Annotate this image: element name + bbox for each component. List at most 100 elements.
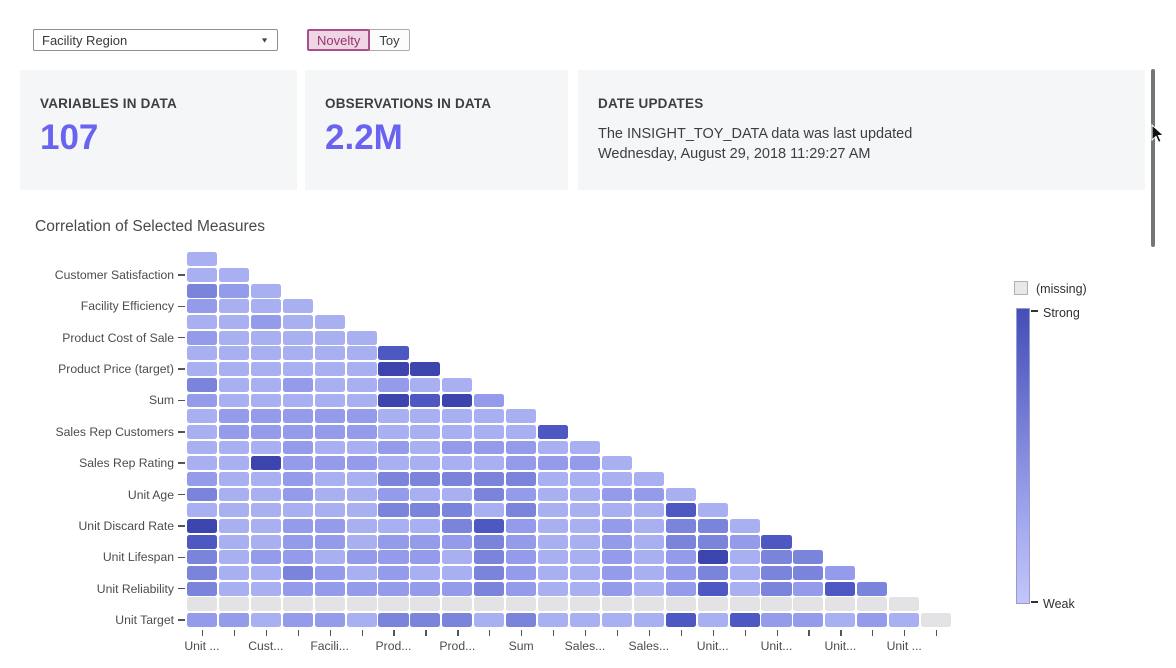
heatmap-cell[interactable] [729, 581, 760, 596]
heatmap-cell[interactable] [410, 471, 441, 486]
heatmap-cell[interactable] [186, 252, 217, 267]
heatmap-cell[interactable] [506, 566, 537, 580]
vertical-scrollbar-thumb[interactable] [1151, 69, 1155, 247]
heatmap-cell[interactable] [282, 440, 313, 455]
heatmap-cell[interactable] [346, 503, 377, 518]
heatmap-cell[interactable] [569, 581, 601, 596]
heatmap-cell[interactable] [346, 440, 377, 455]
heatmap-cell[interactable] [314, 518, 345, 533]
heatmap-cell[interactable] [506, 613, 537, 627]
heatmap-cell[interactable] [186, 377, 217, 392]
heatmap-cell[interactable] [442, 534, 473, 549]
heatmap-cell[interactable] [282, 503, 313, 518]
heatmap-cell[interactable] [825, 566, 856, 580]
heatmap-cell[interactable] [314, 362, 345, 377]
heatmap-cell[interactable] [601, 613, 632, 627]
heatmap-cell[interactable] [538, 534, 569, 549]
heatmap-cell[interactable] [761, 597, 792, 612]
heatmap-cell[interactable] [410, 487, 441, 502]
heatmap-cell[interactable] [538, 424, 569, 439]
heatmap-cell[interactable] [410, 424, 441, 439]
heatmap-cell[interactable] [601, 503, 632, 518]
heatmap-cell[interactable] [442, 440, 473, 455]
heatmap-cell[interactable] [186, 330, 217, 345]
heatmap-cell[interactable] [793, 613, 824, 627]
heatmap-cell[interactable] [857, 597, 888, 612]
heatmap-cell[interactable] [250, 518, 281, 533]
heatmap-cell[interactable] [569, 487, 601, 502]
heatmap-cell[interactable] [729, 566, 760, 580]
heatmap-cell[interactable] [410, 613, 441, 627]
heatmap-cell[interactable] [186, 315, 217, 329]
heatmap-cell[interactable] [218, 613, 249, 627]
heatmap-cell[interactable] [410, 597, 441, 612]
heatmap-cell[interactable] [186, 268, 217, 282]
heatmap-cell[interactable] [378, 581, 409, 596]
heatmap-cell[interactable] [410, 440, 441, 455]
heatmap-cell[interactable] [378, 440, 409, 455]
heatmap-cell[interactable] [410, 534, 441, 549]
heatmap-cell[interactable] [282, 581, 313, 596]
heatmap-cell[interactable] [218, 377, 249, 392]
heatmap-cell[interactable] [378, 362, 409, 377]
heatmap-cell[interactable] [250, 487, 281, 502]
heatmap-cell[interactable] [378, 534, 409, 549]
heatmap-cell[interactable] [442, 377, 473, 392]
heatmap-cell[interactable] [633, 550, 664, 565]
heatmap-cell[interactable] [250, 440, 281, 455]
heatmap-cell[interactable] [697, 597, 728, 612]
heatmap-cell[interactable] [282, 566, 313, 580]
heatmap-cell[interactable] [889, 613, 920, 627]
heatmap-cell[interactable] [186, 581, 217, 596]
heatmap-cell[interactable] [378, 503, 409, 518]
heatmap-cell[interactable] [601, 597, 632, 612]
heatmap-cell[interactable] [218, 597, 249, 612]
heatmap-cell[interactable] [378, 550, 409, 565]
heatmap-cell[interactable] [378, 487, 409, 502]
heatmap-cell[interactable] [346, 330, 377, 345]
heatmap-cell[interactable] [378, 566, 409, 580]
heatmap-cell[interactable] [633, 471, 664, 486]
heatmap-cell[interactable] [569, 503, 601, 518]
heatmap-cell[interactable] [314, 503, 345, 518]
heatmap-cell[interactable] [697, 566, 728, 580]
heatmap-cell[interactable] [250, 534, 281, 549]
heatmap-cell[interactable] [601, 471, 632, 486]
heatmap-cell[interactable] [474, 487, 505, 502]
heatmap-cell[interactable] [378, 597, 409, 612]
heatmap-cell[interactable] [761, 613, 792, 627]
heatmap-cell[interactable] [314, 487, 345, 502]
heatmap-cell[interactable] [442, 597, 473, 612]
heatmap-cell[interactable] [601, 456, 632, 471]
heatmap-cell[interactable] [346, 550, 377, 565]
chip-novelty[interactable]: Novelty [307, 29, 371, 51]
heatmap-cell[interactable] [346, 346, 377, 361]
heatmap-cell[interactable] [474, 534, 505, 549]
heatmap-cell[interactable] [633, 566, 664, 580]
heatmap-cell[interactable] [569, 471, 601, 486]
heatmap-cell[interactable] [314, 471, 345, 486]
heatmap-cell[interactable] [665, 581, 696, 596]
heatmap-cell[interactable] [346, 456, 377, 471]
heatmap-cell[interactable] [186, 503, 217, 518]
heatmap-cell[interactable] [314, 566, 345, 580]
heatmap-cell[interactable] [186, 456, 217, 471]
heatmap-cell[interactable] [218, 346, 249, 361]
heatmap-cell[interactable] [697, 534, 728, 549]
heatmap-cell[interactable] [665, 487, 696, 502]
heatmap-cell[interactable] [569, 613, 601, 627]
heatmap-cell[interactable] [729, 597, 760, 612]
heatmap-cell[interactable] [921, 613, 952, 627]
heatmap-cell[interactable] [474, 409, 505, 424]
heatmap-cell[interactable] [314, 613, 345, 627]
heatmap-cell[interactable] [601, 534, 632, 549]
heatmap-cell[interactable] [665, 566, 696, 580]
heatmap-cell[interactable] [538, 518, 569, 533]
heatmap-cell[interactable] [506, 518, 537, 533]
heatmap-cell[interactable] [186, 597, 217, 612]
heatmap-cell[interactable] [218, 503, 249, 518]
heatmap-cell[interactable] [250, 283, 281, 298]
heatmap-cell[interactable] [378, 518, 409, 533]
heatmap-cell[interactable] [442, 566, 473, 580]
heatmap-cell[interactable] [538, 471, 569, 486]
